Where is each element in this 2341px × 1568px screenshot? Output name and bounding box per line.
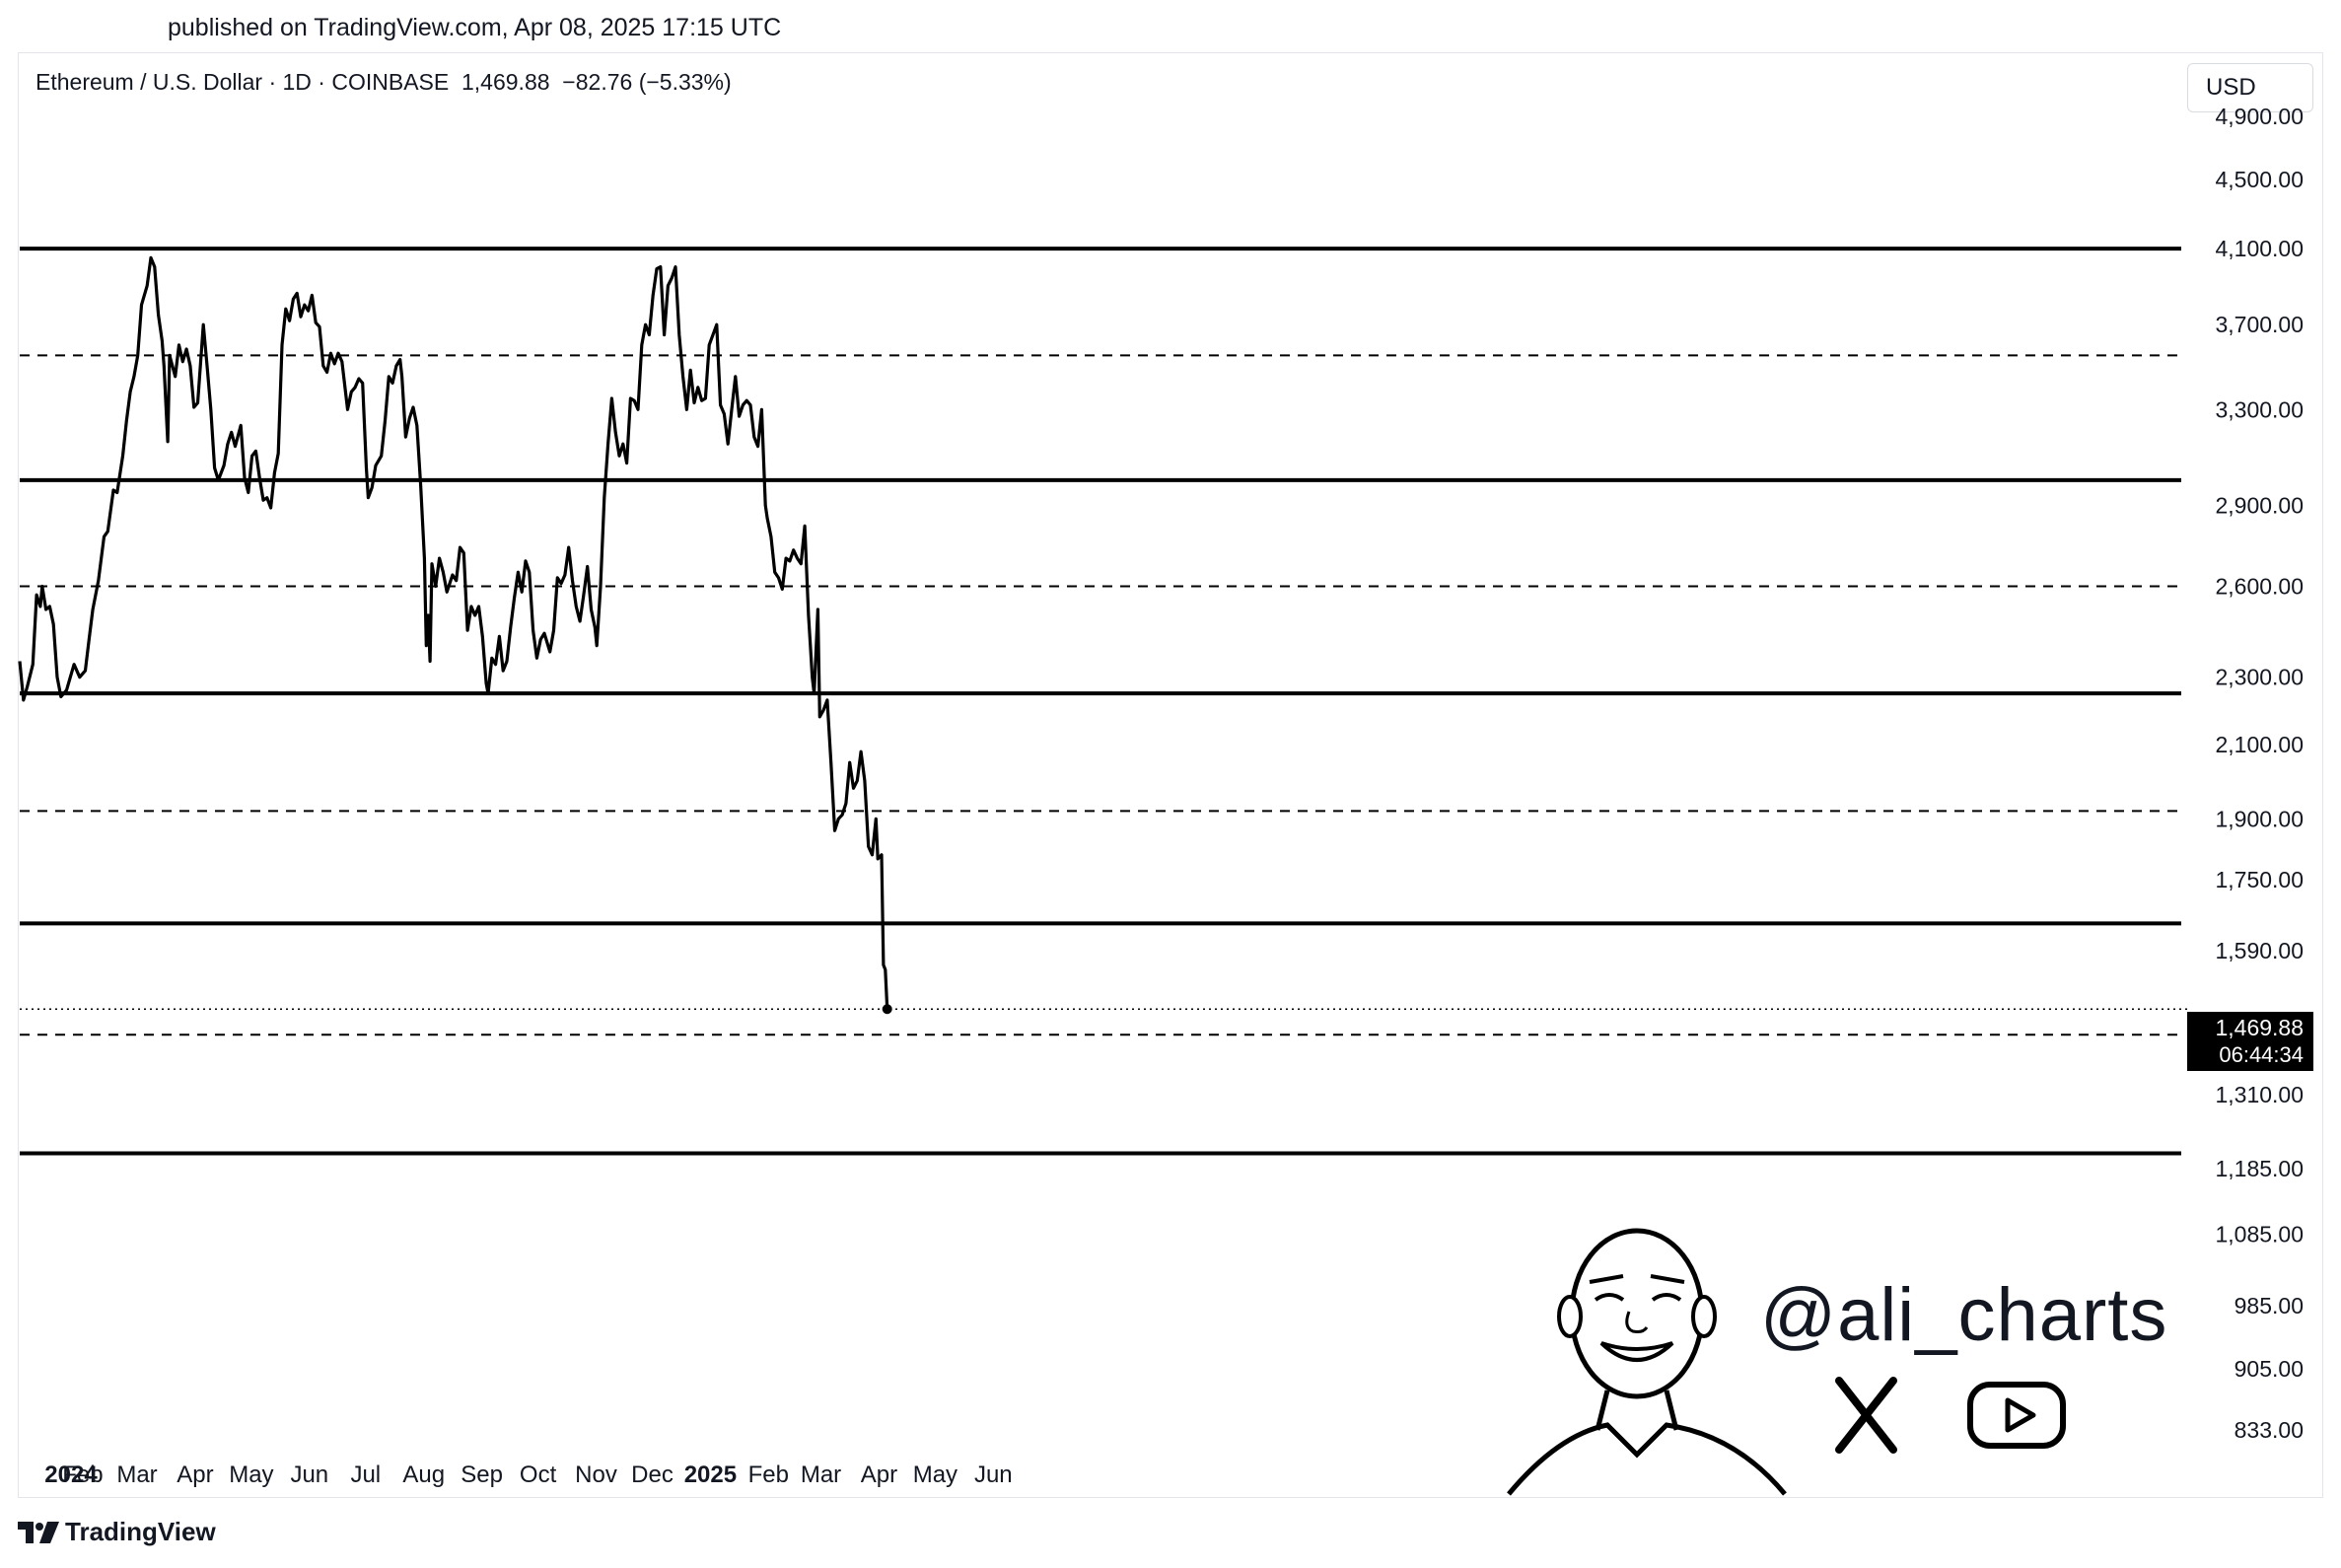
x-tick-label: Mar	[801, 1461, 841, 1488]
caricature-shoulders	[1507, 1422, 1787, 1496]
price-series-layer	[18, 255, 892, 1015]
social-icons	[1835, 1377, 2066, 1454]
price-axis[interactable]: 4,900.00 4,500.00 4,100.00 3,700.00 3,300.00…	[2215, 104, 2304, 1443]
currency-label: USD	[2206, 74, 2256, 101]
y-tick-label: 1,085.00	[2215, 1221, 2304, 1247]
last-price-label: 1,469.88 06:44:34	[2187, 1012, 2313, 1071]
x-tick-label: Feb	[748, 1461, 789, 1488]
x-tick-label: Jul	[350, 1461, 381, 1488]
y-tick-label: 1,590.00	[2215, 938, 2304, 963]
x-tick-label: 2024	[44, 1461, 98, 1488]
watermark-caricature	[1507, 1228, 1787, 1496]
y-tick-label: 905.00	[2235, 1356, 2304, 1382]
tradingview-logo-icon	[18, 1521, 59, 1543]
caricature-neck	[1595, 1390, 1679, 1431]
y-tick-label: 1,310.00	[2215, 1082, 2304, 1107]
tradingview-brand-text: TradingView	[65, 1517, 216, 1546]
y-tick-label: 4,100.00	[2215, 236, 2304, 261]
last-price-point	[882, 1004, 892, 1015]
caricature-brows	[1589, 1274, 1685, 1284]
x-tick-label: Apr	[177, 1461, 213, 1488]
tradingview-logo[interactable]: TradingView	[18, 1517, 216, 1547]
youtube-icon	[1967, 1382, 2066, 1449]
x-tick-label: Sep	[461, 1461, 503, 1488]
y-tick-label: 833.00	[2235, 1417, 2304, 1443]
x-tick-label: 2025	[684, 1461, 737, 1488]
currency-selector[interactable]: USD	[2187, 63, 2313, 112]
x-tick-label: Jun	[974, 1461, 1013, 1488]
caricature-nose	[1625, 1311, 1649, 1333]
price-series-line[interactable]	[18, 255, 889, 1010]
y-tick-label: 3,300.00	[2215, 396, 2304, 422]
published-attribution: published on TradingView.com, Apr 08, 20…	[168, 14, 782, 41]
y-tick-label: 1,900.00	[2215, 806, 2304, 831]
x-tick-label: Apr	[861, 1461, 897, 1488]
y-tick-label: 2,600.00	[2215, 573, 2304, 599]
last-price-label-bg	[2187, 1012, 2313, 1071]
y-tick-label: 2,300.00	[2215, 665, 2304, 690]
caricature-smile	[1599, 1341, 1674, 1362]
x-tick-label: Dec	[631, 1461, 674, 1488]
y-tick-label: 2,900.00	[2215, 492, 2304, 518]
y-tick-label: 1,185.00	[2215, 1156, 2304, 1181]
caricature-ear-right	[1691, 1295, 1717, 1338]
horizontal-levels	[20, 247, 2181, 1156]
y-tick-label: 4,500.00	[2215, 167, 2304, 192]
symbol-legend[interactable]: Ethereum / U.S. Dollar · 1D · COINBASE 1…	[35, 69, 732, 95]
x-tick-label: Feb	[62, 1461, 103, 1488]
y-tick-label: 3,700.00	[2215, 312, 2304, 337]
x-tick-label: May	[913, 1461, 958, 1488]
caricature-eyes	[1594, 1293, 1682, 1302]
x-tick-label: Mar	[116, 1461, 157, 1488]
y-tick-label: 2,100.00	[2215, 732, 2304, 757]
x-tick-label: Nov	[575, 1461, 617, 1488]
y-tick-label: 4,900.00	[2215, 104, 2304, 129]
x-tick-label: Jun	[290, 1461, 328, 1488]
y-tick-label: 1,750.00	[2215, 867, 2304, 892]
last-price-value: 1,469.88	[2215, 1015, 2304, 1040]
x-tick-label: Aug	[402, 1461, 445, 1488]
watermark-handle: @ali_charts	[1760, 1273, 2168, 1357]
caricature-ear-left	[1557, 1295, 1583, 1338]
youtube-play-icon	[2005, 1397, 2036, 1433]
x-logo-icon	[1835, 1377, 1897, 1454]
caricature-head	[1569, 1228, 1705, 1399]
x-tick-label: Oct	[520, 1461, 557, 1488]
bar-countdown: 06:44:34	[2219, 1042, 2304, 1067]
chart-frame	[18, 52, 2323, 1498]
y-tick-label: 985.00	[2235, 1293, 2304, 1319]
x-tick-label: May	[229, 1461, 273, 1488]
